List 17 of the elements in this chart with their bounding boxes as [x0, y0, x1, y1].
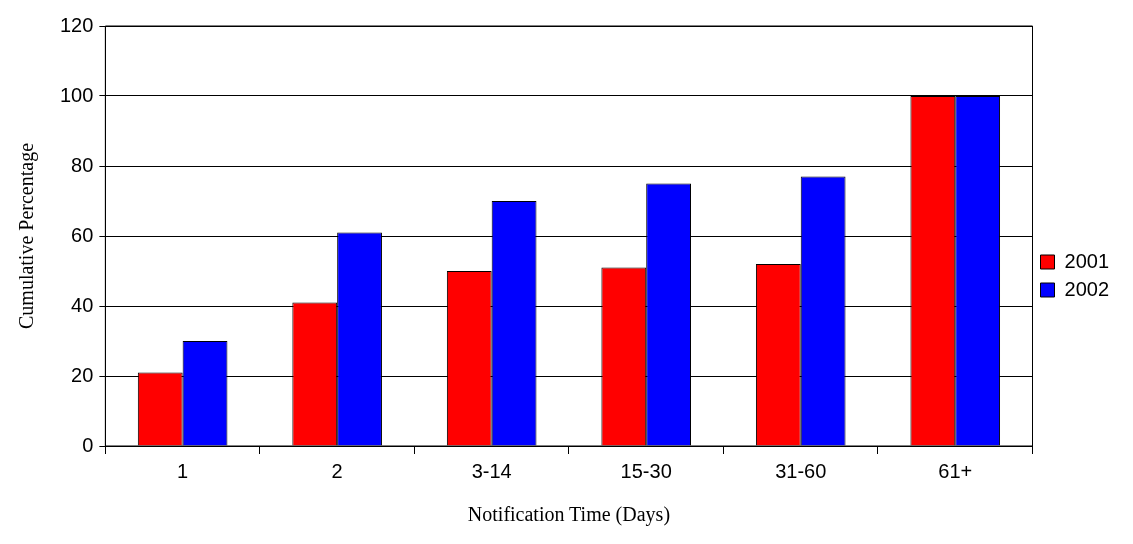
y-tick-label: 20 — [71, 363, 94, 386]
x-tick-label: 31-60 — [775, 459, 827, 482]
legend-label: 2001 — [1064, 249, 1110, 272]
y-tick-label: 40 — [71, 293, 94, 316]
x-tick-label: 3-14 — [471, 459, 512, 482]
x-tick-label: 61+ — [938, 459, 973, 482]
y-tick-label: 80 — [71, 153, 94, 176]
x-tick-label: 15-30 — [620, 459, 672, 482]
y-tick-label: 120 — [59, 13, 94, 36]
x-axis-title: Notification Time (Days) — [467, 503, 671, 527]
y-tick-label: 100 — [59, 83, 94, 106]
y-tick-label: 0 — [82, 433, 94, 456]
legend-label: 2002 — [1064, 277, 1110, 300]
y-tick-label: 60 — [71, 223, 94, 246]
x-tick-label: 2 — [331, 459, 343, 482]
y-axis-title: Cumulative Percentage — [15, 142, 39, 330]
x-tick-label: 1 — [177, 459, 189, 482]
